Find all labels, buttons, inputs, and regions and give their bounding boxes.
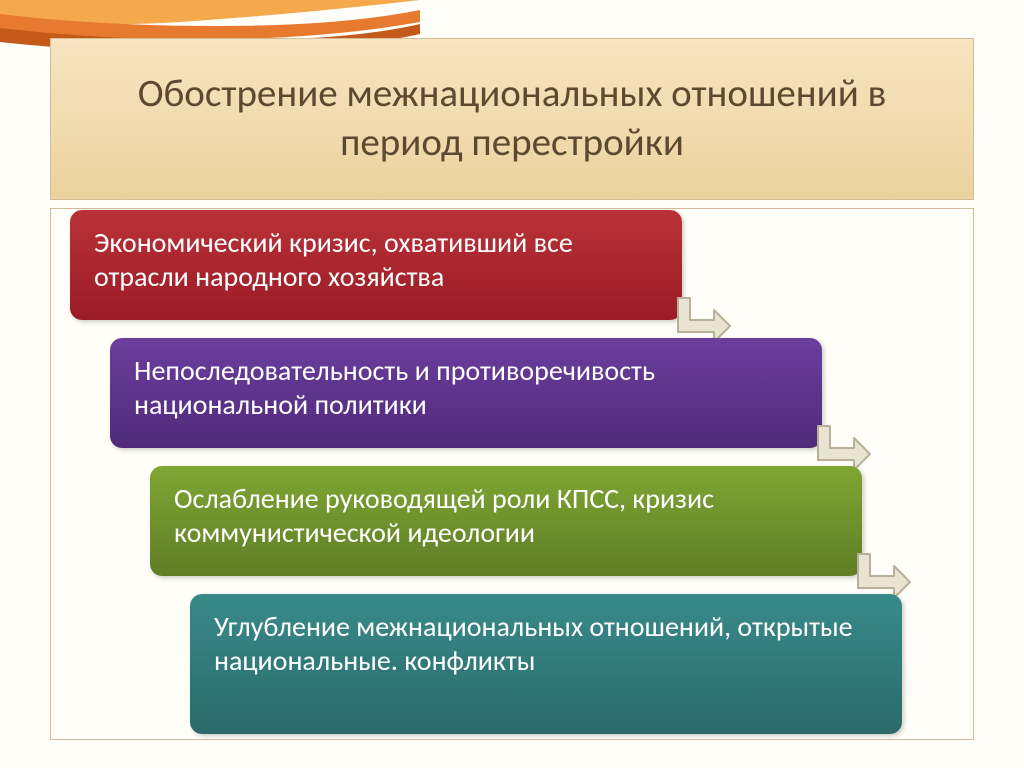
flow-step-text: Экономический кризис, охвативший все отр… (94, 225, 573, 294)
title-box: Обострение межнациональных отношений в п… (50, 38, 974, 200)
flow-step-4: Углубление межнациональных отношений, от… (190, 594, 902, 734)
flow-step-1: Экономический кризис, охвативший все отр… (70, 210, 682, 320)
flow-step-3: Ослабление руководящей роли КПСС, кризис… (150, 466, 862, 576)
flow-step-text: Непоследовательность и противоречивость … (134, 353, 655, 422)
flow-step-2: Непоследовательность и противоречивость … (110, 338, 822, 448)
flow-step-text: Углубление межнациональных отношений, от… (214, 609, 853, 678)
flow-step-text: Ослабление руководящей роли КПСС, кризис… (174, 481, 714, 550)
slide-title: Обострение межнациональных отношений в п… (81, 70, 943, 168)
